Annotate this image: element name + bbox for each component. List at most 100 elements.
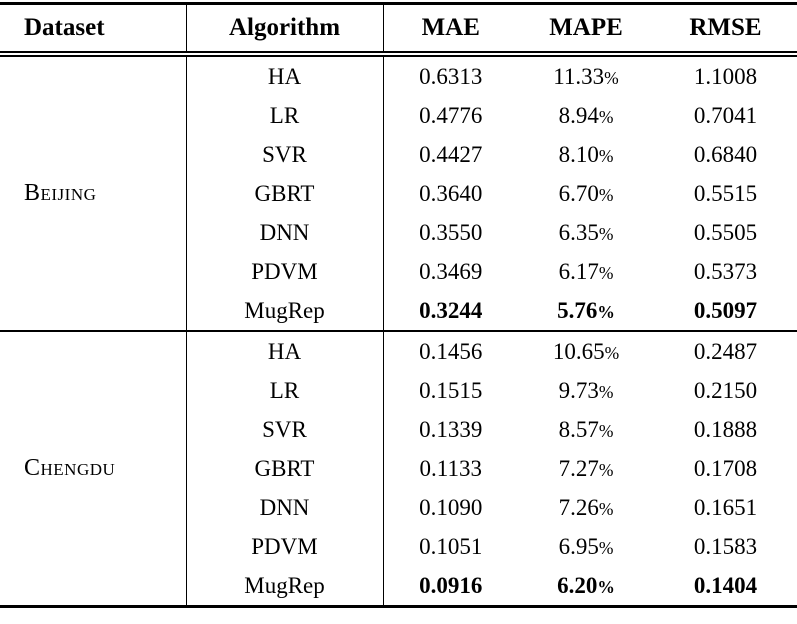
header-row: Dataset Algorithm MAE MAPE RMSE	[0, 3, 797, 57]
mae-cell: 0.6313	[382, 54, 518, 96]
rmse-cell: 0.1583	[693, 533, 758, 559]
algorithm-cell: PDVM	[185, 527, 383, 566]
percent-sign: %	[597, 301, 615, 322]
rmse-cell: 0.1888	[693, 416, 758, 442]
mape-cell: 8.10%	[518, 135, 654, 174]
rmse-cell: 0.5097	[693, 297, 758, 323]
algorithm-cell: PDVM	[185, 252, 383, 291]
mape-value: 7.27	[558, 455, 599, 481]
mape-value: 6.95	[558, 533, 599, 559]
mape-cell: 9.73%	[518, 371, 654, 410]
mape-value: 6.20	[557, 572, 598, 598]
mape-cell: 6.17%	[518, 252, 654, 291]
mape-value: 7.26	[558, 494, 599, 520]
mape-value: 5.76	[557, 297, 598, 323]
table-row: LR 0.1515 9.73% 0.2150	[0, 371, 797, 410]
mape-value: 11.33	[553, 63, 605, 89]
metrics-table: Dataset Algorithm MAE MAPE RMSE Beijing H…	[0, 2, 797, 608]
percent-sign: %	[598, 381, 614, 402]
rmse-cell: 0.1651	[693, 494, 758, 520]
mape-cell: 6.20%	[518, 566, 654, 607]
rmse-cell: 0.6840	[693, 141, 758, 167]
header-rmse: RMSE	[654, 3, 797, 57]
algorithm-cell: GBRT	[185, 174, 383, 213]
table-header: Dataset Algorithm MAE MAPE RMSE	[0, 3, 797, 57]
mae-cell: 0.0916	[382, 566, 518, 607]
table-row: GBRT 0.1133 7.27% 0.1708	[0, 449, 797, 488]
table-row: Beijing HA 0.6313 11.33% 1.1008	[0, 54, 797, 206]
paper-table-page: Dataset Algorithm MAE MAPE RMSE Beijing H…	[0, 2, 797, 608]
mape-value: 8.94	[558, 102, 599, 128]
percent-sign: %	[597, 576, 615, 597]
mape-value: 6.17	[558, 258, 599, 284]
mae-cell: 0.1133	[382, 449, 518, 488]
section-beijing: Beijing HA 0.6313 11.33% 1.1008 LR 0.4776 8.94%…	[0, 54, 797, 331]
table-row: MugRep 0.3244 5.76% 0.5097	[0, 291, 797, 331]
mae-cell: 0.4427	[382, 135, 518, 174]
percent-sign: %	[604, 342, 620, 363]
rmse-cell: 0.2487	[693, 338, 758, 364]
mae-cell: 0.1339	[382, 410, 518, 449]
algorithm-cell: LR	[185, 371, 383, 410]
mae-cell: 0.3244	[382, 291, 518, 331]
rmse-cell: 0.2150	[693, 377, 758, 403]
mape-cell: 7.27%	[518, 449, 654, 488]
dataset-label: Beijing	[24, 180, 97, 206]
percent-sign: %	[598, 106, 614, 127]
percent-sign: %	[604, 67, 619, 88]
mape-cell: 8.94%	[518, 96, 654, 135]
mae-cell: 0.1051	[382, 527, 518, 566]
algorithm-cell: GBRT	[185, 449, 383, 488]
header-algorithm: Algorithm	[185, 3, 383, 57]
percent-sign: %	[598, 420, 614, 441]
mape-cell: 7.26%	[518, 488, 654, 527]
algorithm-cell: DNN	[185, 213, 383, 252]
algorithm-cell: SVR	[185, 410, 383, 449]
algorithm-cell: MugRep	[185, 566, 383, 607]
mape-cell: 6.70%	[518, 174, 654, 213]
rmse-cell: 0.1708	[693, 455, 758, 481]
table-row: LR 0.4776 8.94% 0.7041	[0, 96, 797, 135]
table-row: Chengdu HA 0.1456 10.65% 0.2487	[0, 331, 797, 481]
header-mae: MAE	[382, 3, 518, 57]
dataset-label: Chengdu	[24, 455, 116, 481]
rmse-cell: 1.1008	[693, 63, 758, 89]
percent-sign: %	[598, 184, 614, 205]
rmse-cell: 0.5373	[693, 258, 758, 284]
mape-value: 8.10	[558, 141, 599, 167]
percent-sign: %	[598, 223, 614, 244]
table-row: PDVM 0.3469 6.17% 0.5373	[0, 252, 797, 291]
algorithm-cell: LR	[185, 96, 383, 135]
mape-value: 8.57	[558, 416, 599, 442]
mape-cell: 10.65%	[518, 331, 654, 371]
percent-sign: %	[598, 537, 614, 558]
mape-value: 10.65	[552, 338, 605, 364]
mae-cell: 0.1456	[382, 331, 518, 371]
table-row: MugRep 0.0916 6.20% 0.1404	[0, 566, 797, 607]
header-mape: MAPE	[518, 3, 654, 57]
percent-sign: %	[598, 459, 614, 480]
mae-cell: 0.1515	[382, 371, 518, 410]
algorithm-cell: MugRep	[185, 291, 383, 331]
table-row: PDVM 0.1051 6.95% 0.1583	[0, 527, 797, 566]
mae-cell: 0.4776	[382, 96, 518, 135]
mape-value: 6.70	[558, 180, 599, 206]
percent-sign: %	[598, 498, 614, 519]
table-row: SVR 0.4427 8.10% 0.6840	[0, 135, 797, 174]
table-row: DNN 0.3550 6.35% 0.5505	[0, 213, 797, 252]
mape-cell: 8.57%	[518, 410, 654, 449]
mape-cell: 5.76%	[518, 291, 654, 331]
algorithm-cell: DNN	[185, 488, 383, 527]
percent-sign: %	[598, 145, 614, 166]
rmse-cell: 0.5505	[693, 219, 758, 245]
rmse-cell: 0.1404	[693, 572, 758, 598]
mape-cell: 6.95%	[518, 527, 654, 566]
table-row: GBRT 0.3640 6.70% 0.5515	[0, 174, 797, 213]
algorithm-cell: HA	[185, 331, 383, 371]
header-dataset: Dataset	[0, 3, 186, 57]
mape-cell: 11.33%	[518, 54, 654, 96]
table-row: DNN 0.1090 7.26% 0.1651	[0, 488, 797, 527]
mae-cell: 0.3640	[382, 174, 518, 213]
percent-sign: %	[598, 262, 614, 283]
algorithm-cell: HA	[185, 54, 383, 96]
